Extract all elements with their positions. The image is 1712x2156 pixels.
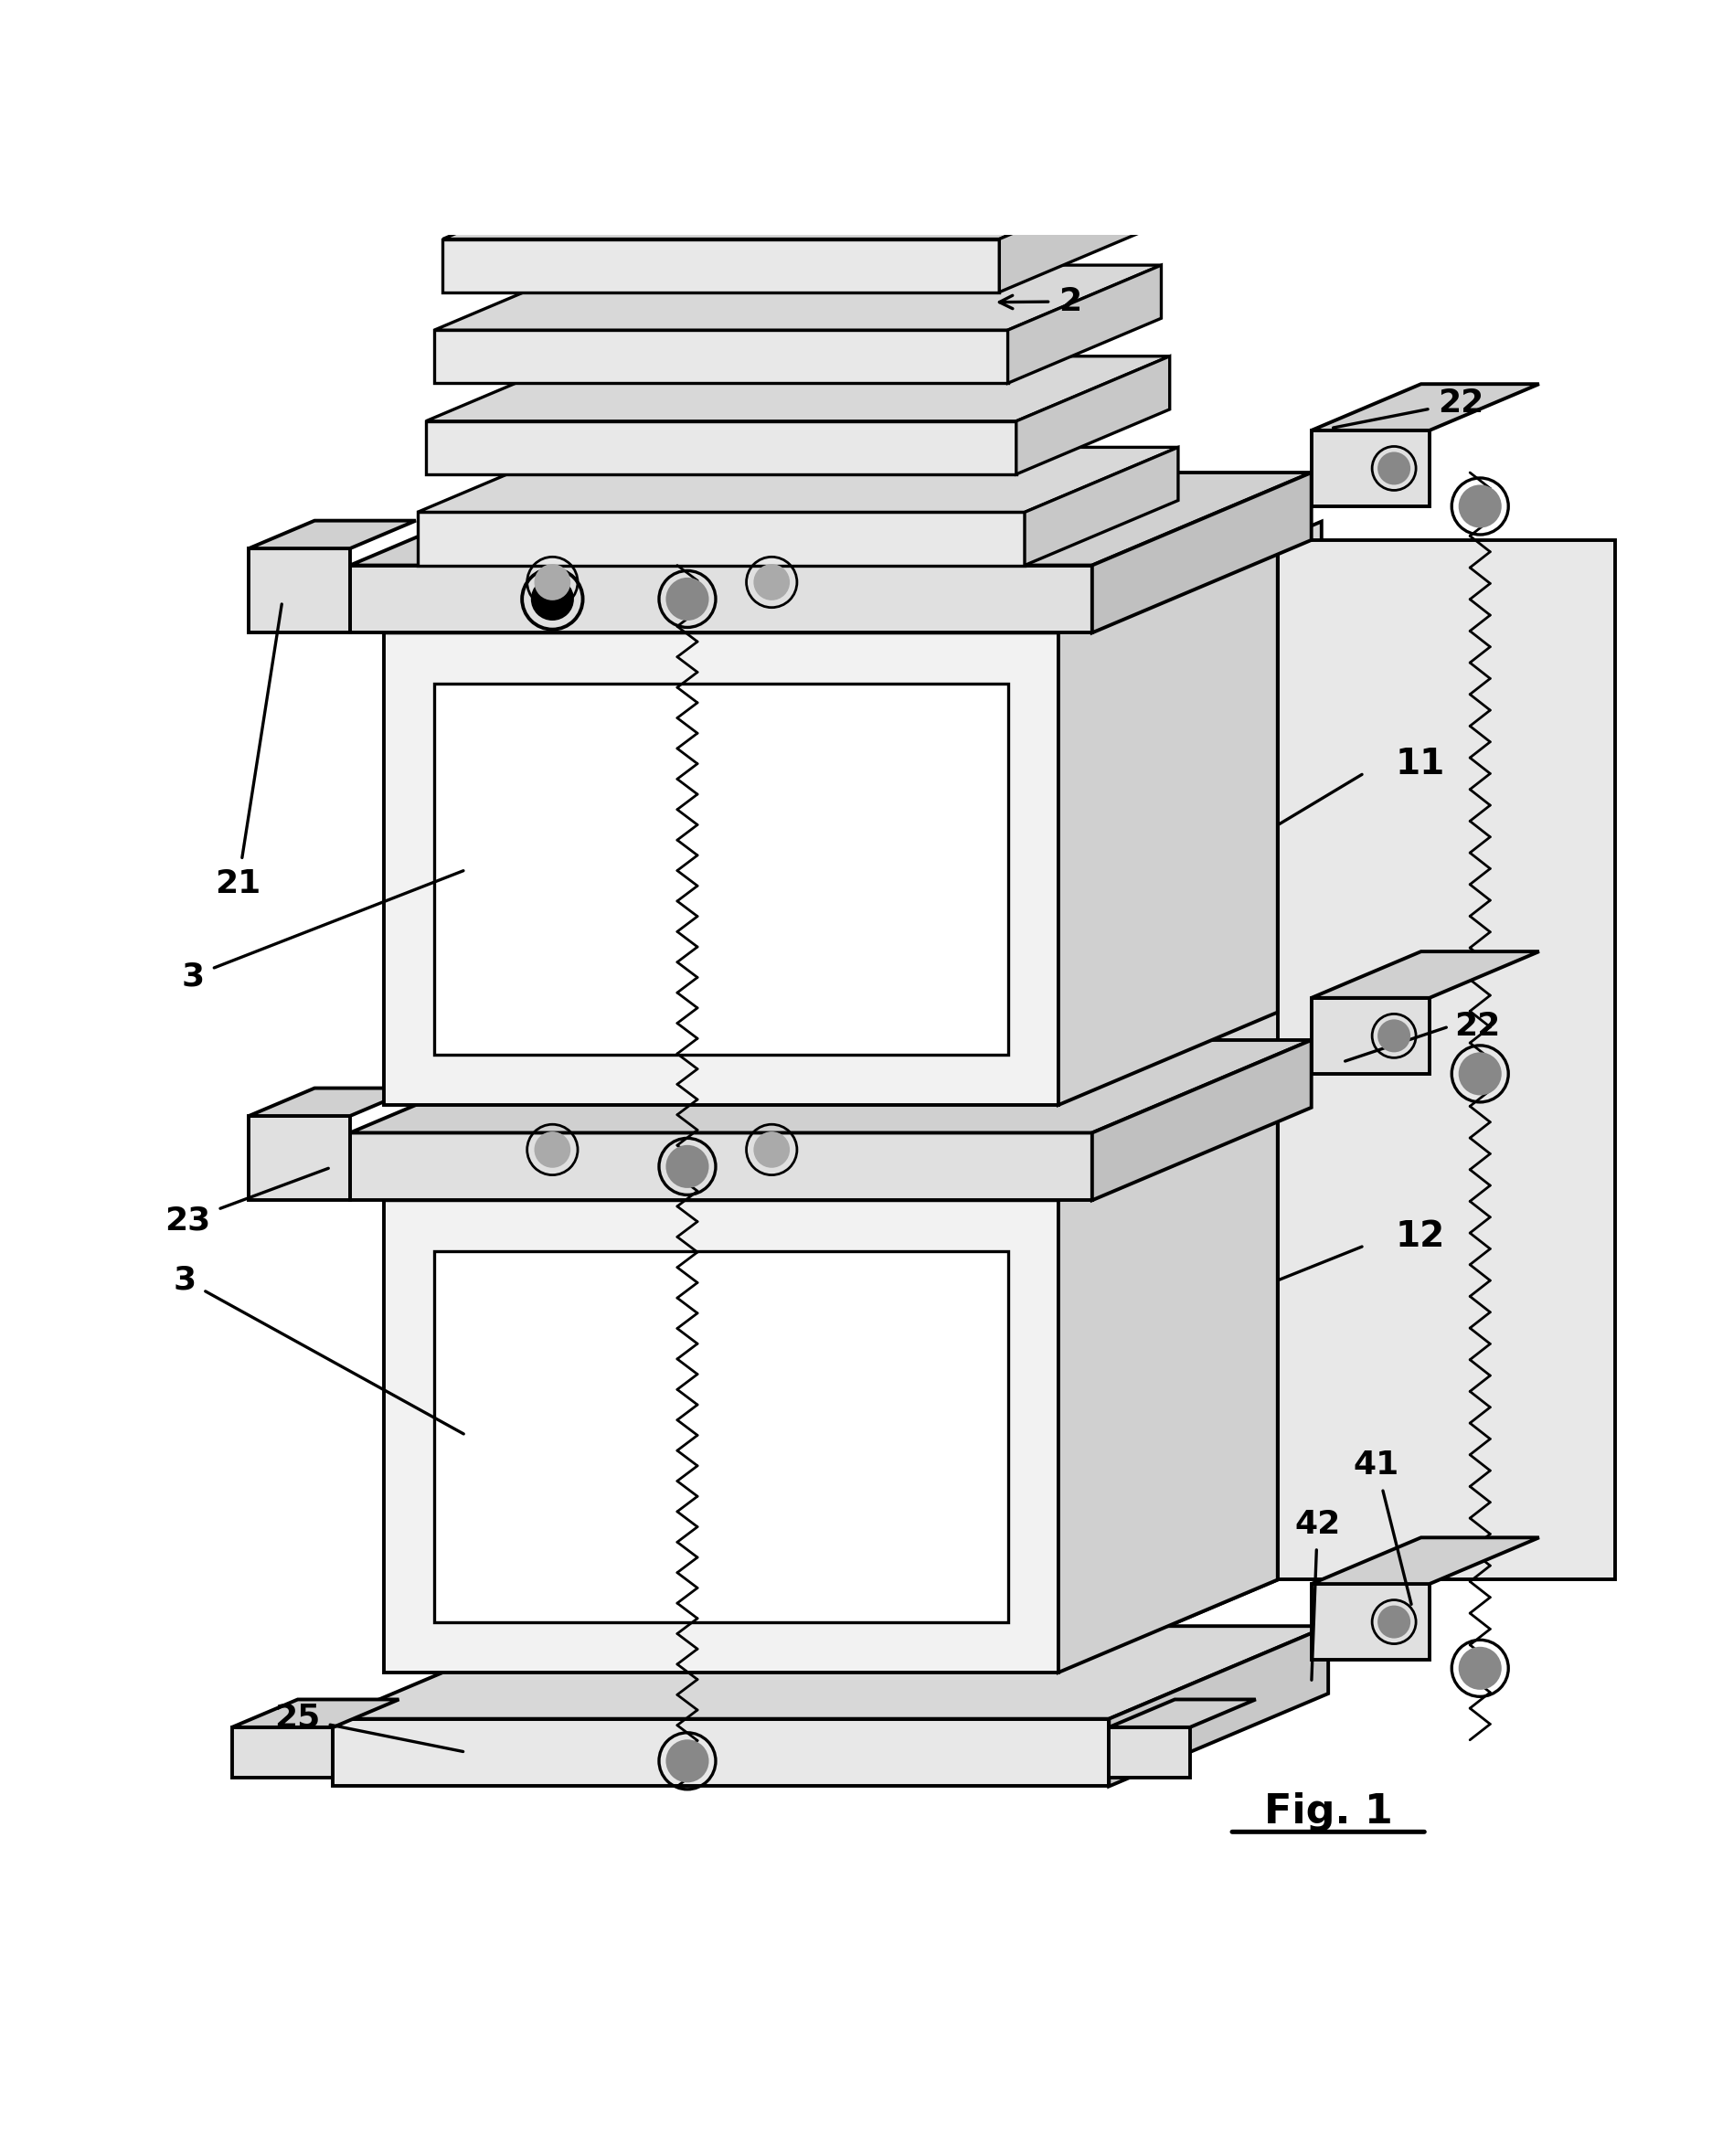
Polygon shape <box>383 1201 1058 1673</box>
Polygon shape <box>1017 356 1169 474</box>
Polygon shape <box>383 1108 1277 1201</box>
Text: 41: 41 <box>1354 1449 1411 1604</box>
Polygon shape <box>1109 1727 1190 1779</box>
Polygon shape <box>443 175 1152 239</box>
Polygon shape <box>1311 1537 1539 1585</box>
Polygon shape <box>418 513 1025 565</box>
Text: 22: 22 <box>1334 388 1484 427</box>
Circle shape <box>1460 1054 1500 1093</box>
Polygon shape <box>443 239 1000 291</box>
Polygon shape <box>1109 1699 1255 1727</box>
Circle shape <box>668 1147 707 1186</box>
Circle shape <box>668 1740 707 1781</box>
Text: 12: 12 <box>1395 1220 1445 1255</box>
Polygon shape <box>231 1699 399 1727</box>
Text: 42: 42 <box>1294 1509 1340 1680</box>
Polygon shape <box>383 632 1058 1106</box>
Text: 3: 3 <box>181 871 464 992</box>
Polygon shape <box>426 420 1017 474</box>
Circle shape <box>536 565 570 599</box>
Circle shape <box>532 578 572 619</box>
Text: 2: 2 <box>1000 287 1082 317</box>
Polygon shape <box>1109 1626 1329 1787</box>
Polygon shape <box>1058 1108 1277 1673</box>
Polygon shape <box>1311 1585 1430 1660</box>
Circle shape <box>755 565 789 599</box>
Polygon shape <box>334 1718 1109 1787</box>
Polygon shape <box>1159 95 1245 201</box>
Polygon shape <box>349 472 1311 565</box>
Polygon shape <box>435 265 1161 330</box>
Polygon shape <box>435 683 1008 1054</box>
Text: 11: 11 <box>1395 746 1445 783</box>
Polygon shape <box>1025 446 1178 565</box>
Circle shape <box>1460 485 1500 526</box>
Polygon shape <box>1311 998 1430 1074</box>
Circle shape <box>1460 1647 1500 1688</box>
Polygon shape <box>248 520 416 548</box>
Polygon shape <box>1058 522 1322 1673</box>
Polygon shape <box>1311 431 1430 507</box>
Polygon shape <box>435 330 1008 384</box>
Polygon shape <box>383 539 1277 632</box>
Polygon shape <box>248 1117 349 1201</box>
Circle shape <box>536 1132 570 1166</box>
Text: Fig. 1: Fig. 1 <box>1263 1792 1392 1830</box>
Polygon shape <box>248 548 349 632</box>
Polygon shape <box>654 45 899 91</box>
Polygon shape <box>1159 67 1378 201</box>
Text: 21: 21 <box>216 604 282 899</box>
Circle shape <box>1378 453 1409 483</box>
Polygon shape <box>1277 539 1614 1580</box>
Polygon shape <box>334 1626 1329 1718</box>
Polygon shape <box>349 1039 1311 1132</box>
Polygon shape <box>1092 472 1311 632</box>
Polygon shape <box>1311 384 1539 431</box>
Circle shape <box>1378 1606 1409 1636</box>
Polygon shape <box>1058 539 1277 1106</box>
Polygon shape <box>435 1250 1008 1621</box>
Polygon shape <box>349 1132 1092 1201</box>
Polygon shape <box>418 446 1178 513</box>
Polygon shape <box>1092 1039 1311 1201</box>
Polygon shape <box>349 160 1159 201</box>
Polygon shape <box>349 565 1092 632</box>
Polygon shape <box>248 1089 416 1117</box>
Text: 3: 3 <box>173 1263 464 1434</box>
Polygon shape <box>1000 175 1152 291</box>
Polygon shape <box>231 1727 334 1779</box>
Polygon shape <box>349 67 1378 160</box>
Polygon shape <box>426 356 1169 420</box>
Circle shape <box>1378 1020 1409 1050</box>
Circle shape <box>755 1132 789 1166</box>
Polygon shape <box>1008 265 1161 384</box>
Text: 22: 22 <box>1455 1011 1501 1041</box>
Circle shape <box>668 578 707 619</box>
Polygon shape <box>654 91 789 160</box>
Polygon shape <box>1311 951 1539 998</box>
Text: 23: 23 <box>164 1169 329 1235</box>
Text: 25: 25 <box>274 1703 464 1751</box>
